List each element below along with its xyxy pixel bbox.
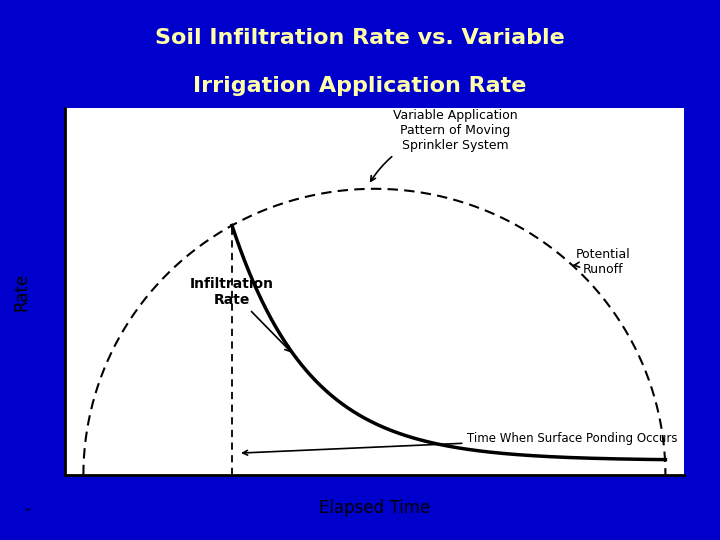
Text: Rate: Rate [12, 273, 30, 310]
Text: -: - [24, 500, 30, 517]
Text: Variable Application
Pattern of Moving
Sprinkler System: Variable Application Pattern of Moving S… [371, 109, 517, 181]
Text: Irrigation Application Rate: Irrigation Application Rate [193, 76, 527, 97]
Text: Soil Infiltration Rate vs. Variable: Soil Infiltration Rate vs. Variable [155, 28, 565, 48]
Text: Time When Surface Ponding Occurs: Time When Surface Ponding Occurs [243, 432, 678, 455]
Text: Potential
Runoff: Potential Runoff [573, 248, 631, 276]
Text: Elapsed Time: Elapsed Time [319, 500, 430, 517]
Text: Infiltration
Rate: Infiltration Rate [190, 276, 291, 352]
